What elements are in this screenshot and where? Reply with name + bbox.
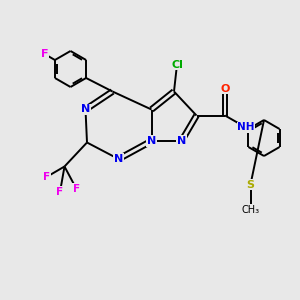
Text: N: N: [177, 136, 186, 146]
Text: F: F: [43, 172, 50, 182]
Text: F: F: [56, 187, 64, 197]
Text: O: O: [220, 83, 230, 94]
Text: F: F: [73, 184, 80, 194]
Text: Cl: Cl: [171, 59, 183, 70]
Text: CH₃: CH₃: [242, 205, 260, 215]
Text: N: N: [81, 104, 90, 115]
Text: N: N: [147, 136, 156, 146]
Text: S: S: [247, 179, 254, 190]
Text: NH: NH: [237, 122, 255, 133]
Text: N: N: [114, 154, 123, 164]
Text: F: F: [41, 49, 49, 59]
